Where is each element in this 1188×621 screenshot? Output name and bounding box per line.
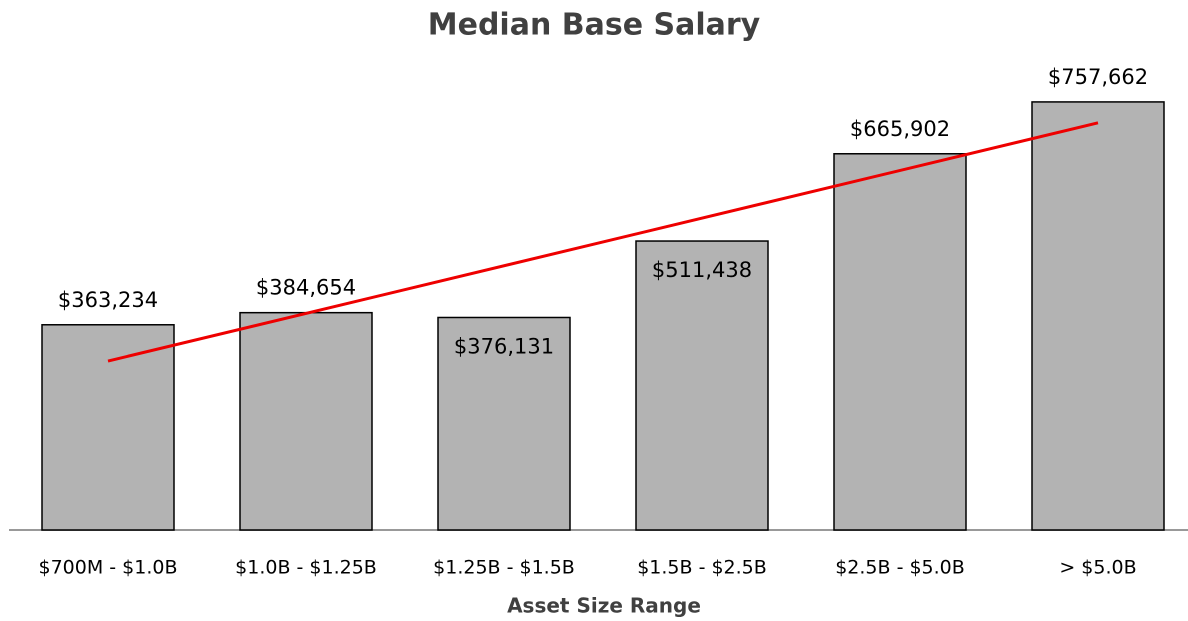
data-label: $384,654: [256, 276, 356, 300]
x-tick-label: $1.0B - $1.25B: [235, 557, 377, 579]
x-tick-label: $700M - $1.0B: [38, 557, 177, 579]
chart-title: Median Base Salary: [428, 8, 761, 43]
x-tick-label: $1.5B - $2.5B: [637, 557, 767, 579]
bar: [437, 316, 571, 531]
x-tick-label: $1.25B - $1.5B: [433, 557, 575, 579]
data-label: $511,438: [652, 258, 752, 282]
bar: [239, 311, 373, 531]
data-label: $363,234: [58, 288, 158, 312]
data-label: $376,131: [454, 334, 554, 358]
bar: [41, 324, 175, 531]
x-tick-label: > $5.0B: [1059, 557, 1136, 579]
data-label: $665,902: [850, 117, 950, 141]
bar: [635, 240, 769, 531]
bar: [1031, 101, 1165, 531]
bar: [833, 153, 967, 531]
x-tick-label: $2.5B - $5.0B: [835, 557, 965, 579]
x-axis-title: Asset Size Range: [507, 594, 701, 618]
data-label: $757,662: [1048, 65, 1148, 89]
trendline: [107, 121, 1099, 363]
